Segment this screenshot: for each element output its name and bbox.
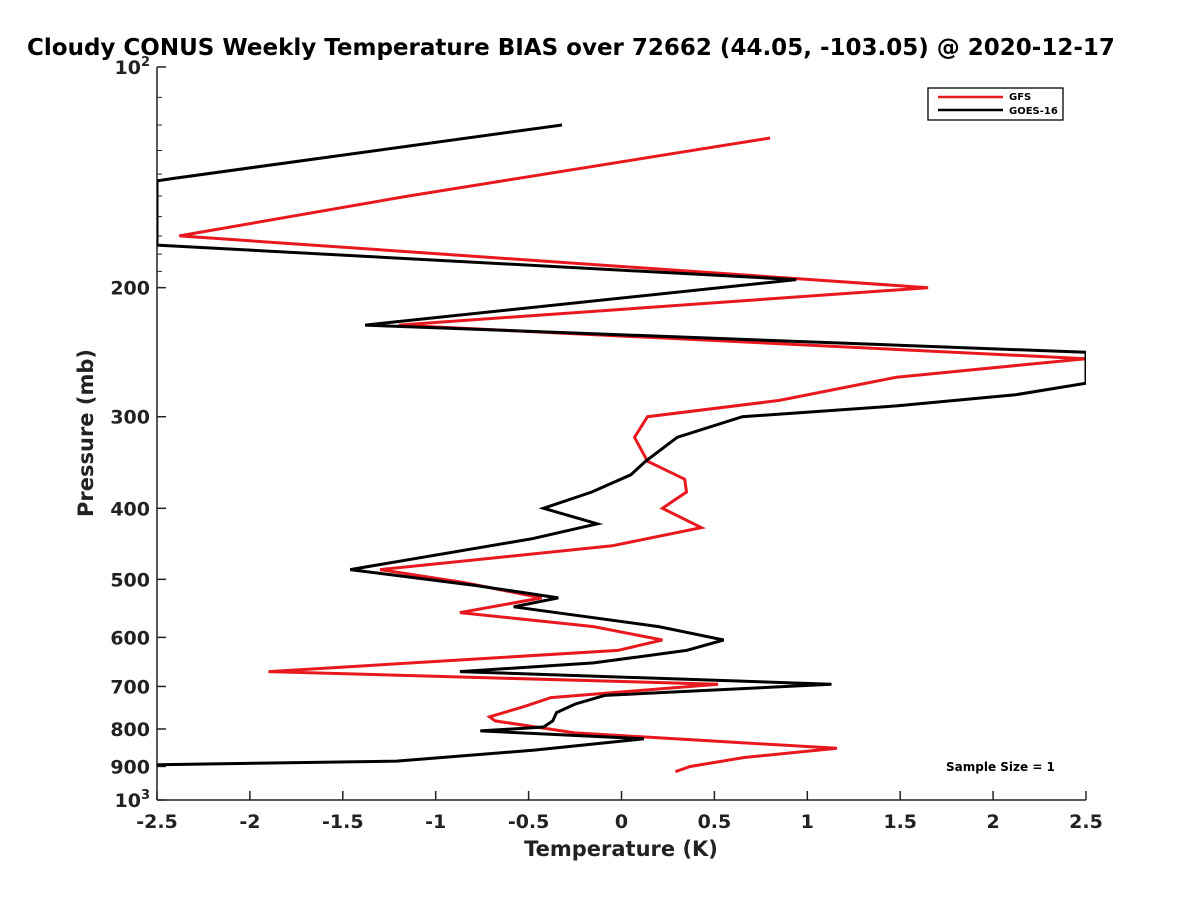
chart-title: Cloudy CONUS Weekly Temperature BIAS ove…: [27, 35, 1115, 61]
legend-box: [927, 87, 1064, 121]
y-tick-label: 500: [110, 569, 150, 591]
series-line-goes16: [157, 123, 1086, 767]
y-tick-label: 200: [110, 278, 150, 300]
x-tick-label: -2: [239, 811, 260, 833]
x-tick-label: 0: [615, 811, 628, 833]
series-line-gfs: [179, 136, 1086, 774]
axes: -2.5 -2 -1.5 -1 -0.5 0 0.5 1 1.5 2 2.5 102 200 300 400…: [110, 55, 1103, 833]
x-tick-label: -0.5: [508, 811, 550, 833]
y-axis-label: Pressure (mb): [74, 349, 98, 517]
y-tick-label: 900: [110, 756, 150, 778]
x-axis-label: Temperature (K): [524, 837, 718, 861]
x-tick-label: -1.5: [322, 811, 364, 833]
legend: GFS GOES-16: [927, 87, 1064, 121]
y-tick-label: 103: [115, 788, 151, 812]
legend-label-gfs: GFS: [1009, 92, 1031, 103]
x-tick-label: 2.5: [1069, 811, 1103, 833]
x-tick-label: -1: [425, 811, 446, 833]
x-tick-label: 1.5: [883, 811, 917, 833]
y-tick-label: 400: [110, 498, 150, 520]
x-tick-label: -2.5: [136, 811, 178, 833]
y-tick-label: 800: [110, 719, 150, 741]
sample-size-note: Sample Size = 1: [946, 760, 1055, 774]
y-tick-label: 300: [110, 407, 150, 429]
x-tick-label: 1: [801, 811, 814, 833]
y-tick-label: 700: [110, 676, 150, 698]
legend-label-goes16: GOES-16: [1009, 106, 1058, 117]
plot-lines: [157, 123, 1086, 774]
x-tick-label: 2: [986, 811, 999, 833]
x-tick-label: 0.5: [698, 811, 732, 833]
y-tick-label: 102: [115, 55, 151, 79]
y-tick-label: 600: [110, 627, 150, 649]
